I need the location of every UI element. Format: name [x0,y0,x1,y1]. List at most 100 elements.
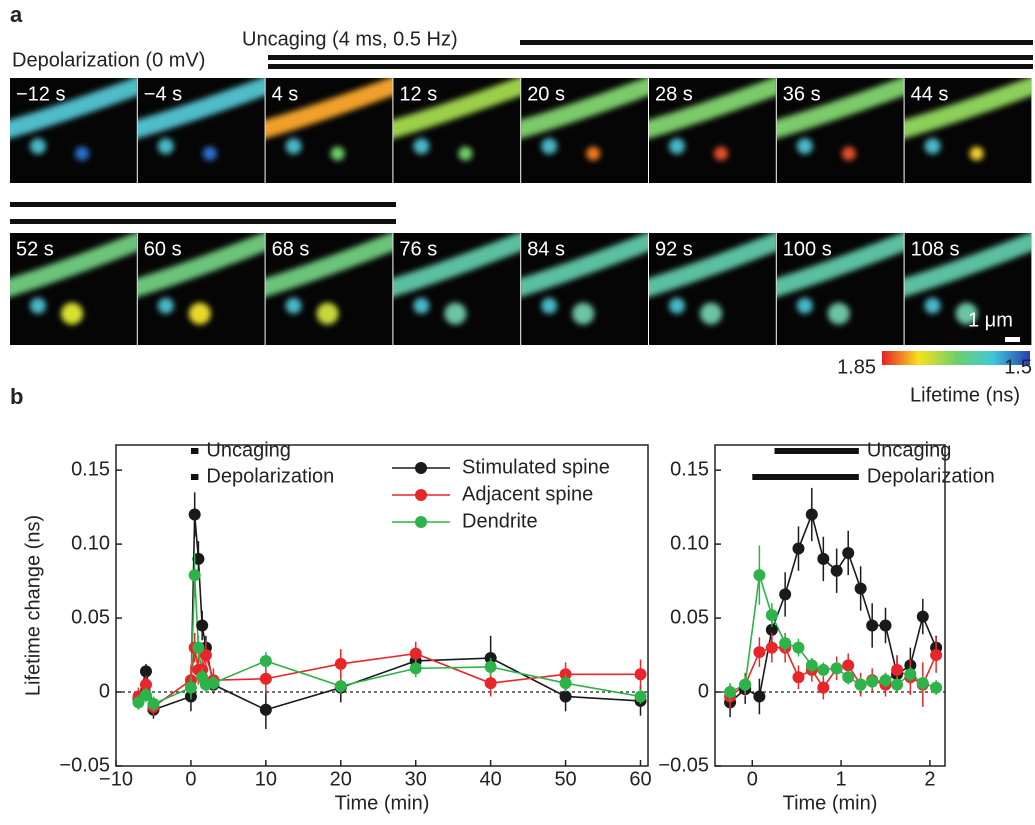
spine [285,297,302,314]
data-point [753,569,766,582]
legend-marker [415,516,427,528]
data-point [830,564,843,577]
spine [969,146,984,161]
frame: 12 s [393,78,521,183]
frame-content [137,233,265,325]
data-point [779,588,792,601]
spine [955,302,978,325]
frame-content [521,78,649,161]
frame-time: 20 s [527,83,565,105]
frames: −12 s −4 s 4 s 12 s 20 s 28 s 36 s 44 s 52 s 60 s… [10,78,1032,345]
dendrite [521,233,649,297]
uncaging-label: Uncaging (4 ms, 0.5 Hz) [242,28,458,50]
data-point [792,641,805,654]
frame-time: −4 s [144,83,182,105]
frame-content [265,78,393,161]
legend-label: Stimulated spine [462,456,610,478]
uncaging-bar [10,219,396,224]
data-point [139,688,152,701]
spine [75,146,89,161]
frame-content [904,78,1032,161]
frame-content [10,233,137,325]
spine [924,297,941,314]
frame-content [521,233,649,325]
panel-label: a [10,2,23,27]
x-tick-label: −10 [99,768,133,790]
data-point [805,508,818,521]
frame: 76 s [393,233,521,345]
x-tick-label: 60 [629,768,651,790]
frame-content [10,78,137,161]
spine [202,146,217,161]
x-axis-label: Time (min) [783,792,878,814]
dendrite [265,78,393,139]
spine [157,297,174,314]
annotation-label: Depolarization [867,465,995,487]
frame-time: 44 s [911,83,949,105]
spine [924,138,941,155]
data-point [409,662,422,675]
data-point [842,671,855,684]
frame-time: 68 s [272,238,310,260]
frame-content [393,78,521,161]
data-point [724,686,737,699]
frame-time: −12 s [16,83,65,105]
dendrite [137,233,265,297]
data-point [765,623,778,636]
y-tick-label: −0.05 [658,754,709,776]
data-point [930,681,943,694]
x-tick-label: 0 [185,768,196,790]
frame: 44 s [904,78,1032,183]
data-point [891,663,904,676]
frame: 68 s [265,233,393,345]
data-point [753,646,766,659]
data-point [817,552,830,565]
dendrite [904,233,1032,297]
data-point [817,681,830,694]
data-point [634,668,647,681]
x-tick-label: 40 [480,768,502,790]
frame: 108 s [904,233,1032,345]
data-point [259,654,272,667]
data-point [817,663,830,676]
spine [796,297,813,314]
data-point [199,649,212,662]
legend-marker [415,462,427,474]
data-point [891,678,904,691]
data-point [259,703,272,716]
spine [61,302,83,325]
dendrite [776,233,904,297]
spine [541,138,558,155]
frame-time: 108 s [911,238,960,260]
spine [316,302,339,325]
frame: 84 s [521,233,649,345]
frame: 92 s [649,233,776,345]
x-axis-label: Time (min) [335,792,430,814]
data-point [792,671,805,684]
x-tick-label: 30 [405,768,427,790]
x-tick-label: 2 [924,768,935,790]
y-tick-label: 0.10 [670,532,709,554]
data-point [879,674,892,687]
x-tick-label: 20 [330,768,352,790]
data-point [559,690,572,703]
plot-frame [714,444,946,767]
data-point [207,677,220,690]
data-point [484,677,497,690]
frame-content [649,233,776,325]
spine [157,138,174,155]
frame-time: 76 s [399,238,437,260]
dendrite [265,233,393,297]
data-point [334,657,347,670]
frame-time: 100 s [783,238,832,260]
spine [330,146,345,161]
spine [586,146,601,161]
data-point [334,680,347,693]
data-point [805,659,818,672]
data-point [842,546,855,559]
data-point [842,659,855,672]
data-point [196,619,209,632]
spine [796,138,813,155]
data-point [184,681,197,694]
frame-content [649,78,776,161]
